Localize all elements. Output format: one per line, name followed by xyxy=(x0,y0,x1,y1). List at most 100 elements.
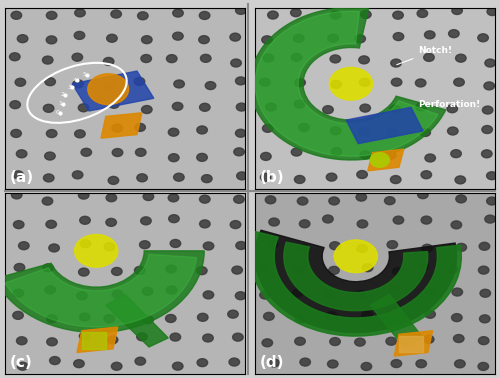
Circle shape xyxy=(81,148,92,156)
Circle shape xyxy=(268,240,278,248)
Circle shape xyxy=(234,195,244,203)
Circle shape xyxy=(322,215,333,223)
Circle shape xyxy=(230,33,240,41)
Circle shape xyxy=(359,56,370,64)
Polygon shape xyxy=(368,149,404,171)
Circle shape xyxy=(74,360,84,368)
Circle shape xyxy=(260,174,271,181)
Circle shape xyxy=(198,313,208,321)
Polygon shape xyxy=(72,71,154,111)
Circle shape xyxy=(294,175,305,183)
Circle shape xyxy=(292,289,304,297)
Text: (a): (a) xyxy=(10,170,34,185)
Circle shape xyxy=(80,240,91,248)
Circle shape xyxy=(326,173,337,181)
Circle shape xyxy=(370,153,390,167)
Circle shape xyxy=(262,339,272,347)
Circle shape xyxy=(236,6,246,14)
Circle shape xyxy=(174,80,184,88)
Circle shape xyxy=(452,6,462,14)
Circle shape xyxy=(266,196,276,204)
Circle shape xyxy=(360,151,370,159)
Circle shape xyxy=(361,363,372,370)
Circle shape xyxy=(487,8,498,15)
Text: Perforation!: Perforation! xyxy=(418,100,480,109)
Circle shape xyxy=(360,11,371,19)
Circle shape xyxy=(330,11,341,19)
Circle shape xyxy=(231,59,241,67)
Circle shape xyxy=(357,170,368,178)
Circle shape xyxy=(72,53,83,61)
Text: Notch!: Notch! xyxy=(397,46,452,65)
Circle shape xyxy=(108,336,118,344)
Circle shape xyxy=(142,36,152,44)
Circle shape xyxy=(384,197,395,204)
Circle shape xyxy=(80,313,90,321)
Circle shape xyxy=(46,315,57,323)
Circle shape xyxy=(391,59,402,67)
Circle shape xyxy=(18,35,28,43)
Circle shape xyxy=(174,173,184,181)
Circle shape xyxy=(172,32,183,40)
Wedge shape xyxy=(255,230,456,333)
Circle shape xyxy=(478,266,489,274)
Circle shape xyxy=(328,266,340,274)
Circle shape xyxy=(138,12,148,20)
Circle shape xyxy=(456,195,466,203)
Text: 1: 1 xyxy=(58,101,62,106)
Circle shape xyxy=(13,289,24,297)
Circle shape xyxy=(360,104,370,112)
Circle shape xyxy=(42,56,53,64)
Circle shape xyxy=(452,314,462,322)
Circle shape xyxy=(328,34,338,42)
Circle shape xyxy=(263,54,274,62)
Circle shape xyxy=(448,127,458,135)
Circle shape xyxy=(451,221,462,229)
Circle shape xyxy=(447,265,458,273)
Circle shape xyxy=(418,191,428,199)
Circle shape xyxy=(294,100,305,108)
Circle shape xyxy=(197,153,207,161)
Circle shape xyxy=(104,314,115,323)
Circle shape xyxy=(74,234,118,267)
Circle shape xyxy=(112,149,123,156)
Circle shape xyxy=(140,241,150,249)
Circle shape xyxy=(386,315,396,323)
Circle shape xyxy=(44,174,54,182)
Circle shape xyxy=(200,11,210,19)
Circle shape xyxy=(480,289,490,297)
Circle shape xyxy=(294,337,306,345)
Circle shape xyxy=(106,218,117,226)
Circle shape xyxy=(329,197,340,205)
Bar xyxy=(399,336,423,352)
Circle shape xyxy=(300,220,310,228)
Circle shape xyxy=(456,243,466,251)
Circle shape xyxy=(486,172,497,180)
Circle shape xyxy=(424,31,435,39)
Circle shape xyxy=(202,175,212,183)
Circle shape xyxy=(330,338,340,345)
Circle shape xyxy=(104,82,115,90)
Circle shape xyxy=(10,53,20,61)
Circle shape xyxy=(424,287,435,295)
Circle shape xyxy=(134,77,144,85)
Circle shape xyxy=(166,265,176,273)
Circle shape xyxy=(478,337,489,345)
Circle shape xyxy=(143,192,154,200)
Circle shape xyxy=(448,29,459,38)
Circle shape xyxy=(104,57,114,65)
Circle shape xyxy=(387,241,398,249)
Circle shape xyxy=(12,191,22,199)
Circle shape xyxy=(422,244,432,252)
Circle shape xyxy=(112,124,122,132)
Circle shape xyxy=(236,292,246,300)
Circle shape xyxy=(392,268,403,276)
Circle shape xyxy=(392,78,402,86)
Circle shape xyxy=(142,105,152,113)
Circle shape xyxy=(260,152,271,160)
Polygon shape xyxy=(101,113,142,138)
Wedge shape xyxy=(284,242,428,311)
Circle shape xyxy=(45,78,56,86)
Circle shape xyxy=(112,290,123,298)
Circle shape xyxy=(482,106,493,114)
